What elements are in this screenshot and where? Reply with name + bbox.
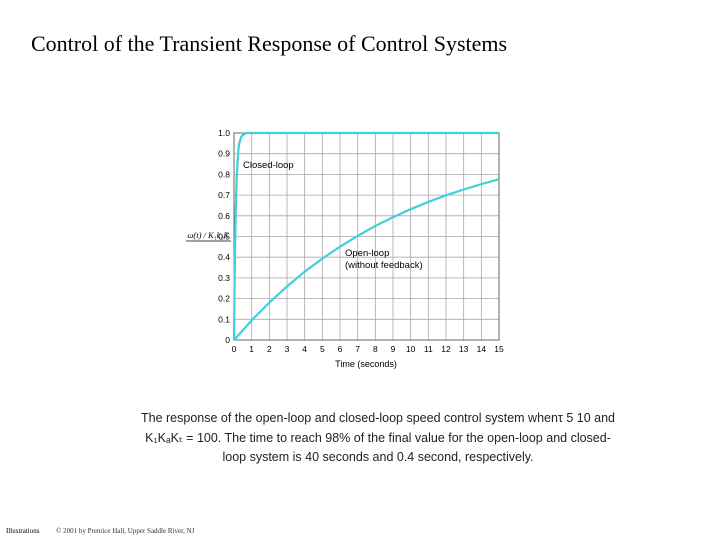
x-tick-label: 4 xyxy=(302,344,307,354)
x-tick-label: 15 xyxy=(494,344,504,354)
y-tick-label: 0.1 xyxy=(218,314,230,324)
open-loop-sublabel: (without feedback) xyxy=(345,260,423,271)
x-tick-label: 7 xyxy=(355,344,360,354)
caption-line-3: loop system is 40 seconds and 0.4 second… xyxy=(222,450,534,464)
x-tick-label: 3 xyxy=(285,344,290,354)
chart-labels: Time (seconds) ω(t) / K₁k₂E Closed-loop … xyxy=(187,160,422,369)
chart-series xyxy=(232,131,500,341)
x-tick-label: 9 xyxy=(391,344,396,354)
y-tick-label: 0.5 xyxy=(218,232,230,242)
open-loop-label: Open-loop xyxy=(345,248,389,259)
x-tick-label: 5 xyxy=(320,344,325,354)
x-tick-label: 12 xyxy=(441,344,451,354)
x-tick-label: 10 xyxy=(406,344,416,354)
x-tick-label: 2 xyxy=(267,344,272,354)
y-tick-label: 0.3 xyxy=(218,273,230,283)
y-tick-label: 0.9 xyxy=(218,149,230,159)
x-tick-label: 11 xyxy=(424,344,433,354)
y-tick-label: 1.0 xyxy=(218,128,230,138)
closed-loop-label: Closed-loop xyxy=(243,160,294,171)
x-tick-label: 6 xyxy=(338,344,343,354)
y-tick-label: 0.8 xyxy=(218,169,230,179)
chart-grid xyxy=(233,132,500,341)
y-tick-label: 0 xyxy=(225,335,230,345)
x-tick-label: 13 xyxy=(459,344,469,354)
y-tick-label: 0.2 xyxy=(218,294,230,304)
x-tick-label: 0 xyxy=(232,344,237,354)
footer-copyright: © 2001 by Prentice Hall, Upper Saddle Ri… xyxy=(56,527,195,535)
x-tick-label: 1 xyxy=(249,344,254,354)
y-tick-label: 0.6 xyxy=(218,211,230,221)
x-axis-label: Time (seconds) xyxy=(335,359,397,369)
y-tick-label: 0.7 xyxy=(218,190,230,200)
footer-illustrations: Illustrations xyxy=(6,527,40,535)
y-axis-label: ω(t) / K₁k₂E xyxy=(187,230,229,240)
x-tick-labels: 0 1 2 3 4 5 6 7 8 9 10 11 12 13 14 15 xyxy=(232,344,504,354)
x-tick-label: 14 xyxy=(477,344,487,354)
closed-loop-line xyxy=(232,131,499,341)
slide-title: Control of the Transient Response of Con… xyxy=(31,31,508,56)
x-tick-label: 8 xyxy=(373,344,378,354)
open-loop-line xyxy=(233,178,500,341)
y-tick-label: 0.4 xyxy=(218,252,230,262)
caption-line-2: K₁KₐKₜ = 100. The time to reach 98% of t… xyxy=(145,430,611,445)
figure-caption: The response of the open-loop and closed… xyxy=(128,409,628,468)
caption-line-1: The response of the open-loop and closed… xyxy=(141,411,615,425)
y-tick-labels: 0 0.1 0.2 0.3 0.4 0.5 0.6 0.7 0.8 0.9 1.0 xyxy=(218,128,230,345)
